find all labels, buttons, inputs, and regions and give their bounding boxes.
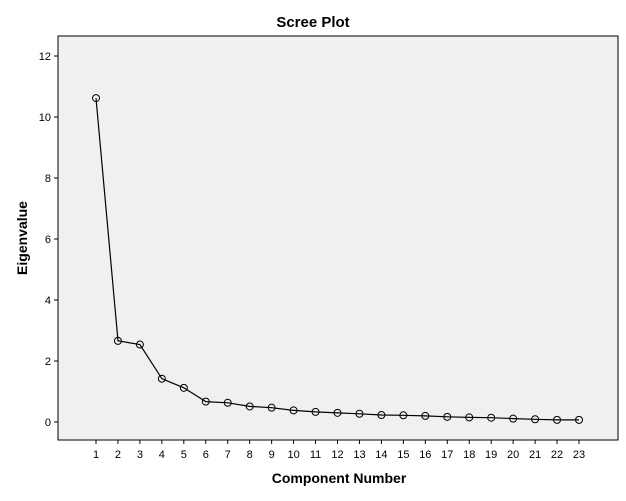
chart-title: Scree Plot (276, 14, 349, 31)
data-point-marker (201, 397, 210, 406)
data-point-marker (311, 407, 320, 416)
y-tick-label: 6 (45, 234, 51, 246)
x-tick-label: 13 (353, 449, 365, 461)
data-point-marker (421, 411, 430, 420)
x-tick-label: 11 (310, 449, 321, 461)
data-point-marker (267, 403, 276, 412)
x-tick-label: 16 (419, 449, 431, 461)
data-point-marker (333, 408, 342, 417)
data-point-marker (135, 340, 144, 349)
x-tick-label: 23 (573, 449, 585, 461)
data-point-marker (289, 406, 298, 415)
data-point-marker (443, 412, 452, 421)
data-point-marker (487, 413, 496, 422)
x-tick-label: 18 (463, 449, 475, 461)
x-tick-label: 21 (529, 449, 541, 461)
x-tick-label: 19 (485, 449, 497, 461)
eigenvalue-series (92, 94, 583, 424)
y-tick-label: 0 (45, 417, 51, 429)
y-tick-label: 8 (45, 173, 51, 185)
x-tick-label: 14 (375, 449, 387, 461)
x-tick-label: 8 (247, 449, 253, 461)
data-point-marker (553, 415, 562, 424)
x-tick-label: 9 (269, 449, 275, 461)
data-point-marker (399, 411, 408, 420)
x-tick-label: 5 (181, 449, 187, 461)
data-point-marker (157, 374, 166, 383)
x-tick-label: 2 (115, 449, 121, 461)
x-axis-ticks: 1 2 3 4 5 6 7 8 9 10 11 12 13 14 15 16 17 18 19 20 21 22 23 (93, 440, 585, 461)
data-point-marker (377, 410, 386, 419)
x-tick-label: 17 (441, 449, 453, 461)
x-tick-label: 7 (225, 449, 231, 461)
y-tick-label: 10 (39, 112, 51, 124)
data-point-marker (92, 94, 100, 103)
data-point-marker (113, 336, 122, 345)
x-tick-label: 10 (287, 449, 299, 461)
data-point-marker (223, 398, 232, 407)
y-tick-label: 2 (45, 356, 51, 368)
data-point-marker (509, 414, 518, 423)
plot-area (57, 35, 619, 441)
data-point-marker (245, 402, 254, 411)
x-tick-label: 4 (159, 449, 165, 461)
data-point-marker (575, 415, 583, 424)
x-tick-label: 22 (551, 449, 563, 461)
y-axis-ticks: 0 2 4 6 8 10 12 (39, 51, 58, 429)
y-axis-label: Eigenvalue (14, 201, 30, 275)
x-tick-label: 20 (507, 449, 519, 461)
x-tick-label: 3 (137, 449, 143, 461)
x-tick-label: 1 (93, 449, 99, 461)
y-tick-label: 4 (45, 295, 51, 307)
data-point-marker (355, 409, 364, 418)
x-tick-label: 12 (331, 449, 343, 461)
data-point-marker (465, 413, 474, 422)
y-tick-label: 12 (39, 51, 51, 63)
data-point-marker (531, 415, 540, 424)
eigenvalue-line (95, 98, 579, 421)
x-axis-label: Component Number (272, 470, 407, 486)
data-point-marker (179, 383, 188, 392)
x-tick-label: 6 (203, 449, 209, 461)
x-tick-label: 15 (397, 449, 409, 461)
